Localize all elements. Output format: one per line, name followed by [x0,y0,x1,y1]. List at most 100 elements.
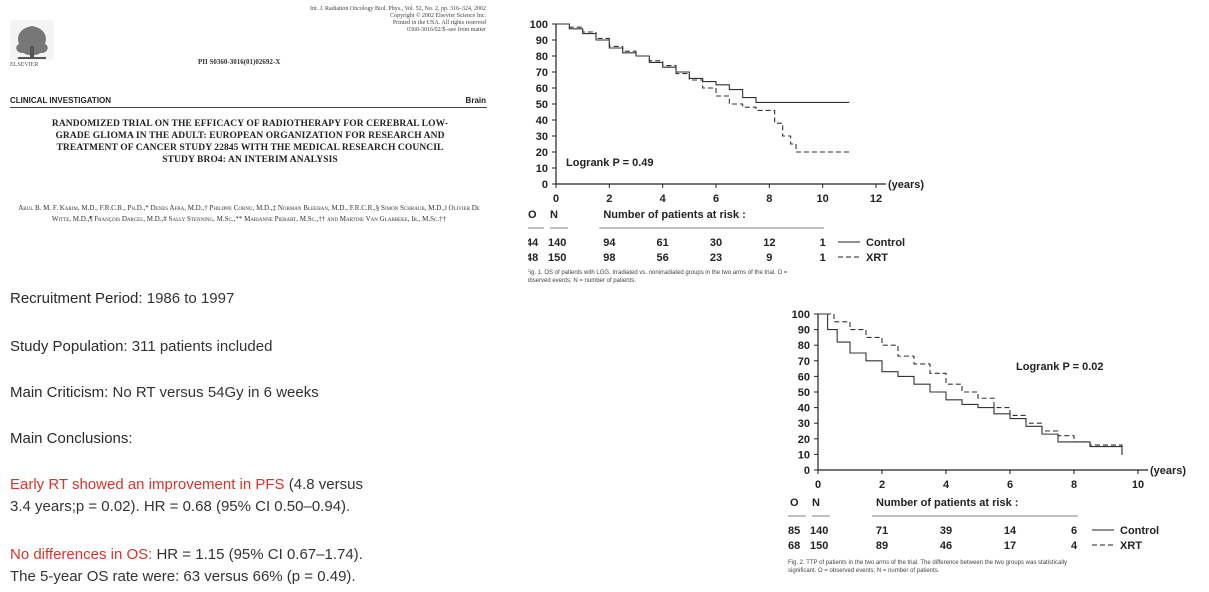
figure-caption-line: Fig. 2. TTP of patients in the two arms … [788,560,1067,566]
population-line: Study Population: 311 patients included [10,336,530,358]
x-tick-label: 2 [606,193,612,205]
y-tick-label: 60 [798,371,810,383]
y-tick-label: 50 [798,387,810,399]
recruitment-label: Recruitment Period: [10,290,143,307]
population-label: Study Population: [10,338,128,355]
risk-row-value: 71 [876,525,888,537]
y-tick-label: 30 [536,131,548,143]
y-tick-label: 10 [798,449,810,461]
x-tick-label: 6 [1007,479,1013,491]
x-axis-label: (years) [1150,465,1186,477]
author-list: Abul B. M. F. Karim, M.D., F.R.C.R., Ph.… [18,204,480,223]
x-tick-label: 6 [713,193,719,205]
figure-caption-line: Fig. 1. OS of patients with LGG. Irradia… [528,270,788,276]
printed-line: Printed in the USA. All rights reserved [392,20,486,26]
risk-row-o: 68 [788,540,800,552]
figure-1-os-chart: 0 10 20 30 40 50 60 70 80 90 100 0 2 4 6 8 10 12 (years) Lo… [528,19,924,284]
y-tick-label: 100 [530,19,548,31]
pfs-text-1: (4.8 versus [284,476,363,493]
pfs-conclusion: Early RT showed an improvement in PFS (4… [10,474,530,518]
copyright-line: Copyright © 2002 Elsevier Science Inc. [390,13,486,19]
risk-row-n: 140 [810,525,828,537]
recruitment-line: Recruitment Period: 1986 to 1997 [10,288,530,310]
risk-row-value: 12 [763,237,775,249]
risk-row-value: 1 [820,237,826,249]
risk-row-value: 14 [1004,525,1017,537]
risk-row-value: 94 [603,237,616,249]
risk-col-n: N [550,209,558,221]
x-tick-label: 10 [817,193,829,205]
risk-table-header: Number of patients at risk : [876,497,1018,509]
x-tick-label: 2 [879,479,885,491]
figure-caption-line: observed events; N = number of patients. [528,278,636,284]
issn-line: 0360-3016/02/$–see front matter [407,27,486,33]
y-tick-label: 0 [804,465,810,477]
risk-table-header: Number of patients at risk : [603,209,745,221]
header-rule [10,107,487,108]
x-tick-label: 12 [870,193,882,205]
risk-row-value: 56 [657,252,669,264]
os-conclusion: No differences in OS: HR = 1.15 (95% CI … [10,544,530,588]
paper-title: RANDOMIZED TRIAL ON THE EFFICACY OF RADI… [51,119,449,165]
km-curve-control [818,313,1123,455]
population-value: 311 patients included [127,338,273,355]
risk-row-value: 17 [1004,540,1016,552]
y-tick-label: 100 [792,309,810,321]
y-tick-label: 70 [798,356,810,368]
x-tick-label: 8 [1071,479,1077,491]
km-curve-control [556,23,850,103]
y-tick-label: 90 [536,35,548,47]
logrank-annotation: Logrank P = 0.49 [566,157,654,169]
os-highlight: No differences in OS: [10,546,153,563]
x-tick-label: 0 [815,479,821,491]
risk-row-value: 1 [820,252,826,264]
risk-row-o: 44 [528,237,539,249]
risk-row-value: 89 [876,540,888,552]
x-tick-label: 8 [766,193,772,205]
os-text-1: HR = 1.15 (95% CI 0.67–1.74). [152,546,363,563]
journal-line: Int. J. Radiation Oncology Biol. Phys., … [310,6,486,12]
km-curve-xrt [556,23,850,153]
section-heading: CLINICAL INVESTIGATION [10,96,112,105]
y-tick-label: 10 [536,163,548,175]
conclusions-label: Main Conclusions: [10,430,133,447]
category-label: Brain [465,96,486,105]
risk-col-n: N [812,497,820,509]
y-tick-label: 20 [798,434,810,446]
journal-citation: Int. J. Radiation Oncology Biol. Phys., … [270,6,486,34]
risk-row-n: 150 [548,252,566,264]
criticism-value: No RT versus 54Gy in 6 weeks [108,384,319,401]
legend-label: XRT [1120,540,1142,552]
y-tick-label: 50 [536,99,548,111]
conclusions-heading: Main Conclusions: [10,428,530,450]
pfs-text-2: 3.4 years;p = 0.02). HR = 0.68 (95% CI 0… [10,498,351,515]
risk-col-o: O [528,209,537,221]
risk-row-value: 46 [940,540,952,552]
risk-row-value: 4 [1071,540,1078,552]
risk-row-value: 98 [603,252,615,264]
risk-row-value: 23 [710,252,722,264]
publisher-name: ELSEVIER [10,62,39,68]
x-tick-label: 4 [660,193,667,205]
y-tick-label: 70 [536,67,548,79]
x-tick-label: 0 [553,193,559,205]
x-tick-label: 10 [1132,479,1144,491]
risk-row-value: 6 [1071,525,1077,537]
risk-row-value: 39 [940,525,952,537]
y-tick-label: 20 [536,147,548,159]
y-tick-label: 80 [798,340,810,352]
risk-row-value: 9 [766,252,772,264]
y-tick-label: 40 [536,115,548,127]
y-tick-label: 80 [536,51,548,63]
figure-caption-line: significant. O = observed events; N = nu… [788,568,940,574]
y-tick-label: 90 [798,325,810,337]
risk-row-o: 85 [788,525,800,537]
elsevier-tree-logo [10,20,54,60]
criticism-label: Main Criticism: [10,384,109,401]
legend-label: Control [866,237,905,249]
risk-row-value: 61 [657,237,669,249]
y-tick-label: 30 [798,418,810,430]
recruitment-value: 1986 to 1997 [142,290,235,307]
x-tick-label: 4 [943,479,950,491]
